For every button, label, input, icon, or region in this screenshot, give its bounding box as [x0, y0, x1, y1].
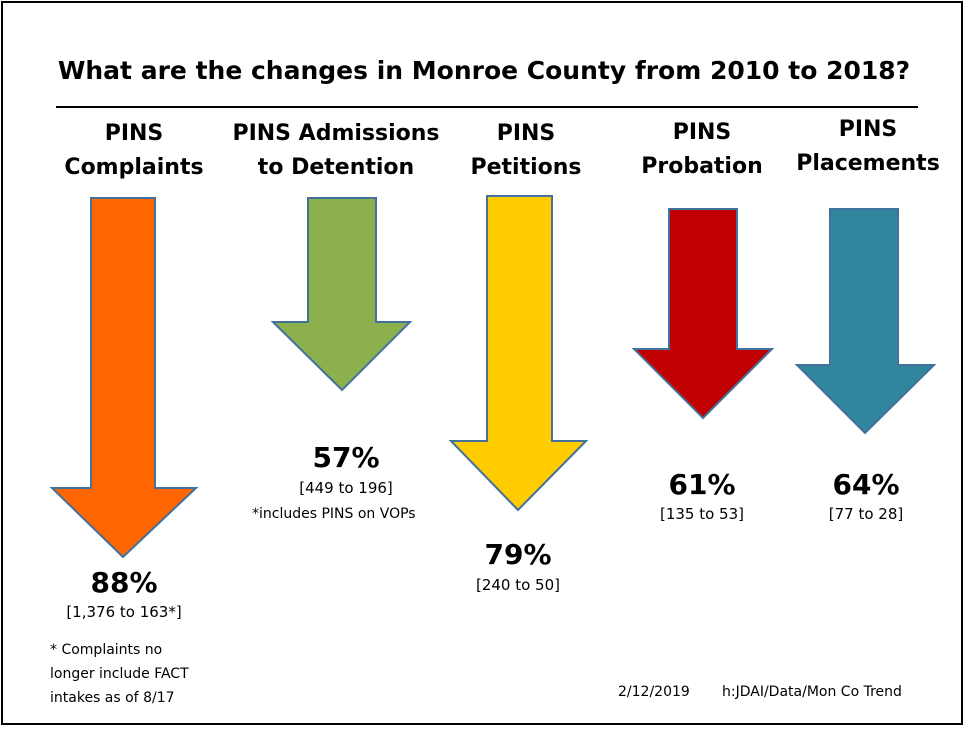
percent-complaints: 88% — [90, 566, 158, 599]
footnote: * Complaints no longer include FACT inta… — [50, 638, 189, 710]
probation-arrow — [631, 208, 775, 420]
note-admissions: *includes PINS on VOPs — [252, 506, 416, 522]
range-petitions: [240 to 50] — [475, 576, 561, 594]
complaints-arrow — [49, 197, 199, 559]
heading-probation-line2: Probation — [641, 154, 763, 179]
heading-placements: PINS Placements — [778, 113, 958, 181]
heading-probation-line1: PINS — [672, 120, 732, 145]
footnote-line2: longer include FACT — [50, 666, 189, 682]
heading-probation: PINS Probation — [612, 116, 792, 184]
range-placements: [77 to 28] — [828, 505, 904, 523]
footnote-line1: * Complaints no — [50, 642, 163, 658]
admissions-arrow — [270, 197, 413, 392]
heading-admissions: PINS Admissions to Detention — [226, 117, 446, 185]
slide-title: What are the changes in Monroe County fr… — [57, 56, 911, 85]
heading-petitions-line2: Petitions — [470, 155, 582, 180]
heading-placements-line2: Placements — [796, 151, 940, 176]
placements-arrow — [794, 208, 937, 435]
footer-source: h:JDAI/Data/Mon Co Trend — [722, 684, 902, 700]
heading-petitions-line1: PINS — [496, 121, 556, 146]
range-probation: [135 to 53] — [659, 505, 745, 523]
heading-complaints-line2: Complaints — [64, 155, 204, 180]
percent-petitions: 79% — [484, 538, 552, 571]
range-complaints: [1,376 to 163*] — [66, 603, 182, 621]
heading-complaints-line1: PINS — [104, 121, 164, 146]
petitions-arrow — [448, 195, 589, 512]
footnote-line3: intakes as of 8/17 — [50, 690, 175, 706]
heading-admissions-line2: to Detention — [257, 155, 415, 180]
percent-placements: 64% — [832, 468, 900, 501]
title-divider — [56, 106, 918, 108]
footer-date: 2/12/2019 — [618, 684, 690, 700]
percent-admissions: 57% — [312, 441, 380, 474]
heading-complaints: PINS Complaints — [44, 117, 224, 185]
heading-petitions: PINS Petitions — [436, 117, 616, 185]
percent-probation: 61% — [668, 468, 736, 501]
range-admissions: [449 to 196] — [299, 479, 393, 497]
heading-admissions-line1: PINS Admissions — [232, 121, 440, 146]
heading-placements-line1: PINS — [838, 117, 898, 142]
